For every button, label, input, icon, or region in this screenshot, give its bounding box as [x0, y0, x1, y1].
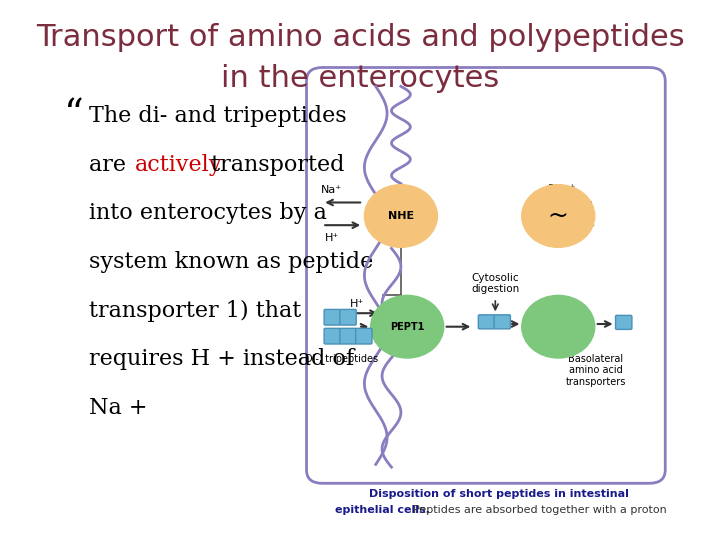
Circle shape	[371, 295, 444, 358]
Text: The di- and tripeptides: The di- and tripeptides	[89, 105, 347, 127]
Text: in the enterocytes: in the enterocytes	[221, 64, 499, 93]
FancyBboxPatch shape	[494, 315, 510, 329]
FancyBboxPatch shape	[340, 309, 356, 325]
Text: Basolateral
amino acid
transporters: Basolateral amino acid transporters	[566, 354, 626, 387]
Text: 3Na⁺: 3Na⁺	[547, 184, 575, 194]
Text: PEPT1: PEPT1	[390, 322, 424, 332]
FancyBboxPatch shape	[356, 328, 372, 344]
Text: transporter 1) that: transporter 1) that	[89, 300, 302, 321]
Text: into enterocytes by a: into enterocytes by a	[89, 202, 328, 224]
Text: actively: actively	[135, 154, 222, 176]
Circle shape	[522, 295, 595, 358]
Text: Na⁺: Na⁺	[321, 185, 342, 195]
FancyBboxPatch shape	[324, 328, 341, 344]
Text: NHE: NHE	[388, 211, 414, 221]
Text: ~: ~	[548, 204, 569, 228]
FancyBboxPatch shape	[324, 309, 341, 325]
Text: system known as peptide: system known as peptide	[89, 251, 374, 273]
Text: requires H + instead of: requires H + instead of	[89, 348, 354, 370]
Text: Di-, tripeptides: Di-, tripeptides	[305, 354, 378, 364]
Text: H⁺: H⁺	[325, 233, 339, 244]
Text: are: are	[89, 154, 133, 176]
Text: epithelial cells.: epithelial cells.	[335, 505, 433, 515]
Circle shape	[364, 185, 438, 247]
Text: 2K⁺: 2K⁺	[562, 233, 582, 244]
Text: Peptides are absorbed together with a proton: Peptides are absorbed together with a pr…	[413, 505, 667, 515]
Circle shape	[522, 185, 595, 247]
Text: Disposition of short peptides in intestinal: Disposition of short peptides in intesti…	[369, 489, 629, 499]
FancyBboxPatch shape	[616, 315, 632, 329]
Text: transported: transported	[204, 154, 344, 176]
Text: “: “	[64, 98, 84, 134]
FancyBboxPatch shape	[478, 315, 495, 329]
Text: Cytosolic
digestion: Cytosolic digestion	[471, 273, 519, 294]
Text: Na +: Na +	[89, 397, 148, 418]
Text: Transport of amino acids and polypeptides: Transport of amino acids and polypeptide…	[36, 23, 684, 52]
FancyBboxPatch shape	[340, 328, 356, 344]
Text: H⁺: H⁺	[350, 299, 364, 309]
